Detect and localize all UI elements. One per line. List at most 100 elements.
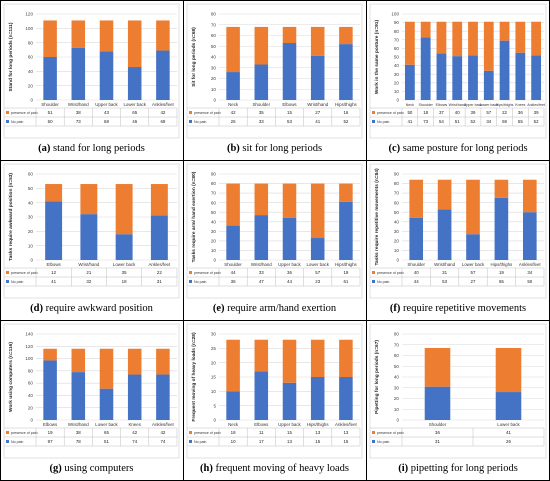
- y-tick-label: 100: [391, 12, 399, 17]
- caption-letter: (a): [38, 143, 51, 154]
- y-tick-label: 50: [211, 210, 217, 215]
- legend-label-presence: presence of pain: [377, 111, 404, 115]
- chart-panel: 0 10 20 30 40 50 60 70 80 Pipetting for long peri…: [369, 323, 547, 474]
- panel-caption: (d) require awkward position: [30, 303, 154, 314]
- bar-no-pain: [499, 40, 510, 100]
- x-tick-label: Elbows: [436, 103, 448, 107]
- bar-no-pain: [71, 372, 86, 420]
- y-tick-label: 10: [394, 248, 400, 253]
- data-label-nopain: 46: [132, 119, 137, 124]
- bar-presence-of-pain: [226, 26, 240, 73]
- bar-no-pain: [226, 391, 240, 420]
- x-tick-label: Neck: [228, 102, 239, 107]
- data-label-presence: 34: [527, 270, 532, 275]
- bar-no-pain: [531, 55, 542, 100]
- y-axis-label: Work in the same posture (n=91): [374, 20, 380, 95]
- bar-no-pain: [45, 201, 63, 260]
- data-label-nopain: 68: [104, 119, 109, 124]
- caption-letter: (i): [398, 463, 408, 474]
- data-label-presence: 41: [506, 430, 511, 435]
- y-tick-label: 30: [394, 385, 400, 390]
- legend-swatch-presence: [6, 111, 9, 114]
- bar-no-pain: [424, 386, 451, 420]
- bar-presence-of-pain: [310, 339, 325, 377]
- y-axis-label: Stand for long periods (n=111): [8, 22, 14, 91]
- data-label-presence: 38: [76, 430, 81, 435]
- y-tick-label: 70: [394, 37, 400, 42]
- bar-no-pain: [80, 214, 98, 260]
- legend-label-presence: presence of pain: [194, 271, 221, 275]
- x-tick-label: Knees: [515, 103, 525, 107]
- legend-swatch-nopain: [372, 120, 375, 123]
- x-tick-label: Wrist/hand: [68, 422, 89, 427]
- x-tick-label: Lower back: [497, 422, 520, 427]
- data-label-nopain: 41: [407, 119, 412, 124]
- data-label-nopain: 44: [414, 279, 419, 284]
- data-label-nopain: 65: [499, 279, 504, 284]
- legend-swatch-nopain: [189, 120, 192, 123]
- panel-frame: [186, 163, 363, 299]
- y-tick-label: 90: [211, 172, 217, 177]
- bar-no-pain: [515, 52, 526, 100]
- y-tick-label: 0: [30, 258, 33, 263]
- bar-no-pain: [468, 55, 478, 100]
- x-tick-label: Wrist/hand: [434, 262, 455, 267]
- y-tick-label: 0: [213, 418, 216, 423]
- data-label-nopain: 27: [471, 279, 476, 284]
- legend-label-nopain: No pain: [377, 280, 389, 284]
- legend-label-presence: presence of pain: [377, 271, 404, 275]
- panel-caption: (i) pipetting for long periods: [398, 463, 518, 474]
- bar-no-pain: [282, 43, 297, 100]
- x-tick-label: Lower back: [95, 422, 118, 427]
- bar-presence-of-pain: [254, 183, 269, 216]
- data-label-presence: 33: [259, 270, 264, 275]
- y-axis-label: Sit for long periods (n=68): [191, 27, 197, 87]
- legend-label-nopain: No pain: [377, 120, 389, 124]
- bar-no-pain: [483, 70, 494, 100]
- y-tick-label: 40: [394, 63, 400, 68]
- legend-swatch-nopain: [372, 280, 375, 283]
- data-label-presence: 44: [231, 270, 236, 275]
- bar-presence-of-pain: [80, 184, 98, 215]
- y-tick-label: 50: [394, 210, 400, 215]
- data-label-nopain: 34: [486, 119, 491, 124]
- y-tick-label: 10: [28, 243, 34, 248]
- data-label-presence: 13: [343, 430, 348, 435]
- y-tick-label: 10: [211, 389, 217, 394]
- legend-swatch-presence: [372, 111, 375, 114]
- y-tick-label: 10: [394, 407, 400, 412]
- y-tick-label: 20: [211, 360, 217, 365]
- bar-presence-of-pain: [499, 21, 510, 41]
- data-label-nopain: 23: [315, 279, 320, 284]
- bar-presence-of-pain: [339, 339, 353, 377]
- panel-caption: (h) frequent moving of heavy loads: [200, 463, 349, 474]
- y-axis-label: Pipetting for long periods (n=67): [374, 340, 380, 414]
- y-tick-label: 80: [394, 332, 400, 337]
- data-label-presence: 27: [315, 110, 320, 115]
- bar-no-pain: [339, 44, 353, 100]
- data-label-nopain: 52: [534, 119, 539, 124]
- x-tick-label: Shoulder: [418, 103, 433, 107]
- data-label-presence: 37: [439, 110, 444, 115]
- data-label-nopain: 73: [76, 119, 81, 124]
- y-tick-label: 0: [396, 418, 399, 423]
- chart-panel: 0 10 20 30 40 50 60 Tasks require awkward posit…: [3, 163, 180, 314]
- caption-text: using computers: [62, 463, 134, 474]
- y-tick-label: 40: [28, 200, 34, 205]
- data-label-presence: 65: [104, 430, 109, 435]
- x-tick-label: Ankles/feet: [149, 262, 172, 267]
- x-tick-label: Elbows: [282, 102, 297, 107]
- legend-label-nopain: No pain: [194, 440, 206, 444]
- y-tick-label: 60: [394, 353, 400, 358]
- x-tick-label: Upper back: [95, 102, 118, 107]
- y-tick-label: 40: [394, 375, 400, 380]
- y-tick-label: 30: [211, 229, 217, 234]
- bar-presence-of-pain: [150, 184, 168, 216]
- data-label-presence: 21: [86, 270, 91, 275]
- data-label-nopain: 33: [259, 119, 264, 124]
- caption-letter: (e): [213, 303, 225, 314]
- data-label-presence: 39: [471, 110, 476, 115]
- y-tick-label: 20: [394, 396, 400, 401]
- x-tick-label: Lower back: [123, 102, 146, 107]
- legend-label-presence: presence of pain: [11, 271, 38, 275]
